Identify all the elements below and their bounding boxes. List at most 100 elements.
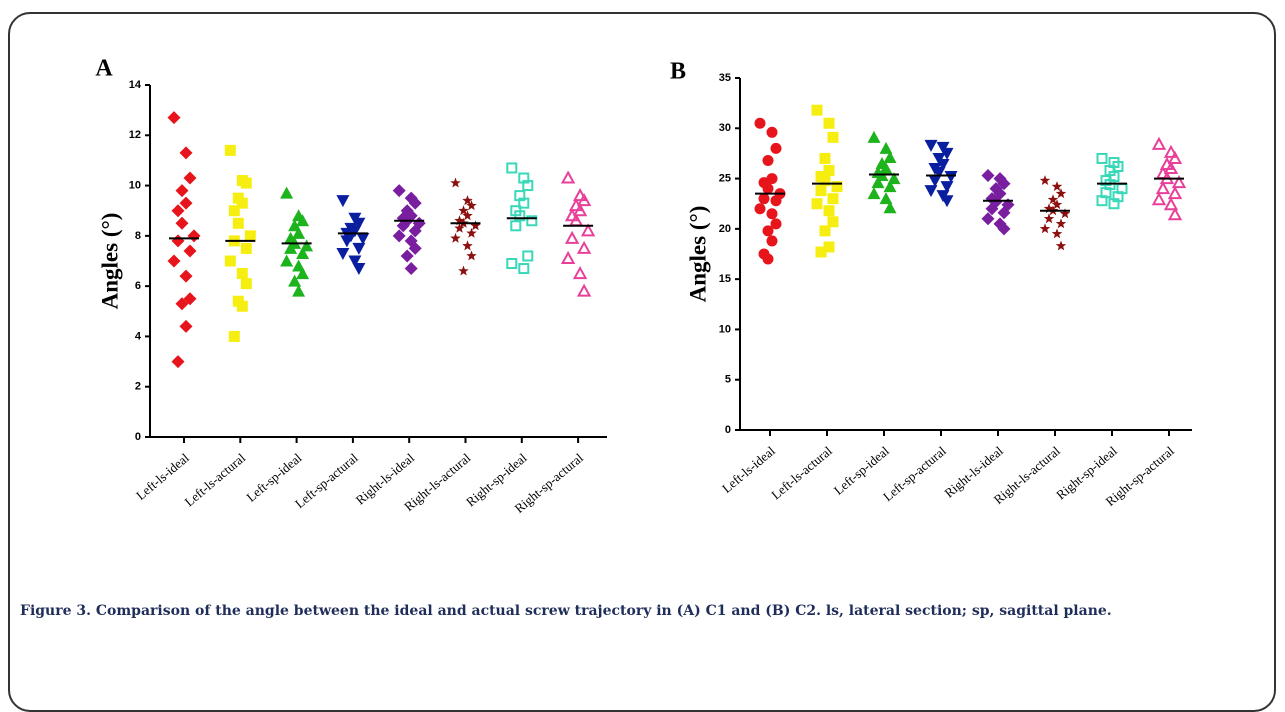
data-point [514,210,526,222]
y-tick-label: 8 [135,230,141,242]
data-point [183,171,197,185]
data-point [827,131,839,143]
data-point [232,217,244,229]
x-tick-label: Left-ls-actural [182,450,249,510]
data-point [228,330,240,342]
data-point [766,235,778,247]
data-point [526,215,538,227]
data-point [981,169,995,183]
data-point [1163,197,1179,211]
data-point [454,215,465,226]
data-point [404,262,418,276]
data-point [236,268,248,280]
data-point [171,204,185,218]
data-point [288,274,302,287]
data-point [1151,192,1167,206]
data-point [770,218,782,230]
data-point [458,265,469,276]
data-point [510,220,522,232]
data-point [1047,194,1059,205]
data-point [940,147,954,160]
data-point [462,210,473,221]
data-point [564,230,580,244]
data-point [940,195,954,208]
data-point [450,232,461,243]
data-point [766,208,778,220]
data-point [754,117,766,129]
data-point [244,230,256,242]
data-point [811,198,823,210]
data-point [296,214,310,227]
data-point [1039,223,1051,234]
data-point [762,154,774,166]
data-point [576,240,592,254]
y-tick-label: 0 [135,431,141,443]
y-tick-label: 10 [719,323,731,335]
data-point [823,165,835,177]
data-point [936,141,950,154]
data-point [766,126,778,138]
y-tick-label: 30 [719,122,731,134]
data-point [932,167,946,180]
data-point [179,269,193,283]
data-point [522,250,534,262]
data-point [352,217,366,230]
data-point [171,234,185,248]
data-point [1051,181,1063,192]
data-point [1051,199,1063,210]
x-tick-label: Left-ls-ideal [719,443,778,496]
data-point [396,219,410,233]
data-point [770,195,782,207]
data-point [762,253,774,265]
data-point [572,188,588,202]
data-point [175,216,189,230]
data-point [576,193,592,207]
data-point [518,263,530,275]
data-point [924,139,938,152]
data-point [762,225,774,237]
data-point [867,187,881,200]
y-tick-label: 6 [135,280,141,292]
data-point [940,181,954,194]
data-point [1055,218,1067,229]
data-point [867,130,881,143]
data-point [811,104,823,116]
y-tick-label: 20 [719,223,731,235]
data-point [823,205,835,217]
data-point [1096,152,1108,164]
data-point [1055,188,1067,199]
data-point [171,355,185,369]
data-point [348,255,362,268]
data-point [167,111,181,125]
y-tick-label: 15 [719,273,731,285]
data-point [1163,160,1179,175]
data-point [236,300,248,312]
data-point [576,283,592,297]
data-point [224,255,236,267]
panel-label: A [95,56,113,82]
data-point [240,242,252,254]
data-point [887,172,901,185]
data-point [1055,240,1067,251]
data-point [518,197,530,209]
data-point [340,235,354,248]
data-point [240,278,252,290]
data-point [762,183,774,195]
data-point [454,222,465,233]
data-point [819,225,831,237]
data-point [770,142,782,154]
data-point [392,229,406,243]
data-point [827,216,839,228]
data-point [400,249,414,263]
data-point [240,177,252,189]
data-point [883,150,897,163]
data-point [352,263,366,276]
data-point [997,177,1011,191]
data-point [292,284,306,297]
data-point [819,152,831,164]
y-tick-label: 0 [725,424,731,436]
data-point [506,162,518,174]
data-point [292,226,306,239]
page: {"caption": "Figure 3. Comparison of the… [8,12,1276,712]
data-point [187,229,201,243]
